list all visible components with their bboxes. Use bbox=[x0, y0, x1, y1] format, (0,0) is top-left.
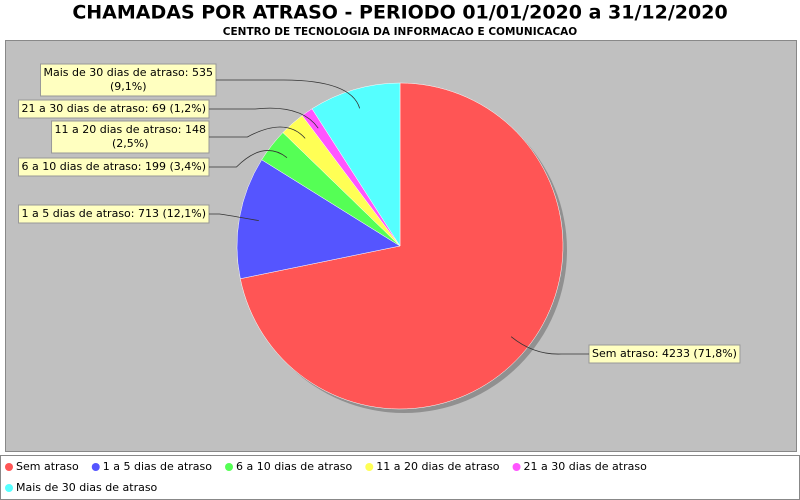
legend-label: 1 a 5 dias de atraso bbox=[103, 460, 213, 473]
legend-marker bbox=[225, 463, 234, 471]
slice-label: 6 a 10 dias de atraso: 199 (3,4%) bbox=[22, 160, 206, 173]
legend-marker bbox=[512, 463, 521, 471]
slice-label: Sem atraso: 4233 (71,8%) bbox=[592, 347, 737, 360]
label-link bbox=[209, 150, 288, 168]
legend-marker bbox=[5, 463, 13, 471]
slice-label: 1 a 5 dias de atraso: 713 (12,1%) bbox=[22, 207, 206, 220]
label-box bbox=[40, 63, 217, 97]
legend-box bbox=[0, 455, 800, 500]
slice-label: 11 a 20 dias de atraso: 148 (2,5%) bbox=[55, 123, 206, 150]
legend-marker bbox=[91, 463, 100, 471]
label-link bbox=[209, 107, 319, 129]
legend-marker bbox=[365, 463, 374, 471]
label-link bbox=[209, 213, 259, 222]
slice-label: 21 a 30 dias de atraso: 69 (1,2%) bbox=[22, 102, 206, 115]
chart-subtitle: CENTRO DE TECNOLOGIA DA INFORMACAO E COM… bbox=[223, 26, 578, 38]
pie: Sem atraso: 4233 (71,8%) 1 a 5 dias de at… bbox=[18, 63, 741, 413]
legend-label: 21 a 30 dias de atraso bbox=[524, 460, 648, 473]
legend-label: 11 a 20 dias de atraso bbox=[376, 460, 500, 473]
label-link bbox=[216, 79, 361, 109]
label-link bbox=[209, 126, 306, 139]
pie-slice bbox=[311, 82, 401, 247]
legend-label: 6 a 10 dias de atraso bbox=[236, 460, 353, 473]
pie-slice bbox=[240, 82, 564, 410]
legend-marker bbox=[5, 484, 13, 492]
chart-title: CHAMADAS POR ATRASO - PERIODO 01/01/2020… bbox=[72, 2, 727, 24]
slice-label: Mais de 30 dias de atraso: 535 (9,1%) bbox=[44, 66, 214, 93]
legend-label: Sem atraso bbox=[16, 460, 79, 473]
legend: Sem atraso 1 a 5 dias de atraso 6 a 10 dia… bbox=[5, 460, 647, 494]
legend-label: Mais de 30 dias de atraso bbox=[16, 481, 158, 494]
label-box bbox=[51, 120, 210, 154]
label-link bbox=[510, 336, 589, 355]
